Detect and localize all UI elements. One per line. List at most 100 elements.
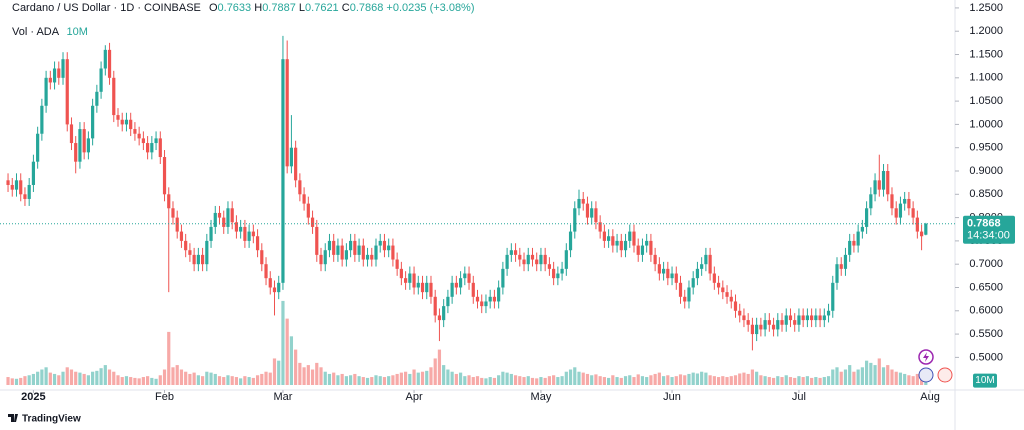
- candle-body: [471, 282, 475, 297]
- volume-bar: [298, 362, 302, 385]
- candle-body: [801, 315, 805, 321]
- volume-bar: [433, 358, 437, 385]
- candle-body: [535, 259, 539, 265]
- candle-body: [763, 320, 767, 330]
- candle-body: [133, 129, 137, 134]
- candle-body: [137, 133, 141, 139]
- candle-body: [573, 208, 577, 232]
- volume-bar: [340, 373, 344, 385]
- volume-bar: [915, 373, 919, 385]
- volume-bar: [623, 376, 628, 385]
- volume-bar: [860, 367, 864, 385]
- volume-bar: [640, 376, 645, 385]
- candle-body: [226, 208, 230, 227]
- candle-body: [903, 198, 907, 204]
- volume-bar: [894, 371, 898, 385]
- y-tick-label: 0.9000: [969, 165, 1003, 177]
- volume-bar: [585, 373, 590, 385]
- flag-icon[interactable]: [918, 367, 934, 383]
- candle-body: [518, 254, 522, 260]
- volume-bar: [217, 376, 222, 385]
- volume-bar: [492, 377, 497, 385]
- candle-body: [48, 77, 52, 83]
- volume-bar: [716, 377, 721, 385]
- candle-body: [154, 138, 158, 144]
- volume-bar: [437, 349, 442, 385]
- volume-bar: [446, 369, 450, 385]
- candle-body: [755, 324, 759, 335]
- candle-body: [23, 194, 27, 199]
- volume-bar: [315, 362, 319, 385]
- volume-bar: [788, 377, 793, 385]
- candle-body: [480, 301, 484, 307]
- candle-body: [306, 203, 310, 218]
- candle-body: [814, 315, 818, 321]
- volume-bar: [319, 367, 323, 385]
- volume-bar: [255, 375, 260, 385]
- candle-body: [594, 208, 598, 223]
- volume-bar: [911, 376, 915, 385]
- tv-logo: TradingView: [8, 414, 81, 425]
- volume-bar: [14, 378, 19, 385]
- change: +0.0235: [386, 2, 427, 14]
- candle-body: [353, 240, 357, 255]
- candle-body: [793, 320, 797, 325]
- flag-icon[interactable]: [937, 367, 953, 383]
- volume-bar: [19, 377, 23, 385]
- volume-bar: [865, 360, 869, 385]
- volume-bar: [488, 377, 492, 385]
- volume-bar: [395, 373, 399, 385]
- volume-bar: [454, 373, 458, 385]
- candle-body: [82, 129, 86, 153]
- volume-bar: [742, 372, 746, 385]
- candle-body: [590, 208, 594, 218]
- candle-body: [674, 273, 678, 283]
- volume-bar: [771, 377, 776, 385]
- volume-bar: [86, 375, 90, 385]
- volume-bar: [746, 373, 750, 385]
- volume-tag-label: 10M: [975, 375, 994, 386]
- volume-bar: [247, 377, 251, 385]
- candle-body: [585, 203, 590, 218]
- candle-body: [640, 245, 645, 255]
- candle-body: [268, 278, 272, 288]
- candle-body: [116, 115, 120, 120]
- volume-bar: [750, 369, 755, 385]
- candle-body: [129, 119, 133, 130]
- candle-body: [708, 254, 712, 274]
- ohlc-label: H: [254, 2, 263, 14]
- candle-body: [759, 324, 763, 330]
- candle-body: [179, 231, 184, 241]
- candle-body: [505, 254, 509, 269]
- candle-body: [264, 264, 268, 279]
- volume-bar: [91, 371, 95, 385]
- candle-body: [429, 282, 433, 297]
- candle-body: [260, 250, 264, 265]
- candle-body: [826, 310, 831, 316]
- volume-bar: [628, 375, 632, 385]
- y-tick-label: 1.1000: [969, 72, 1003, 84]
- volume-bar: [158, 375, 162, 385]
- volume-bar: [442, 365, 446, 385]
- candle-body: [370, 254, 374, 260]
- candle-body: [742, 315, 746, 321]
- volume-bar: [205, 371, 209, 385]
- candle-body: [162, 157, 167, 195]
- volume-bar: [382, 377, 387, 385]
- volume-bar: [162, 369, 167, 385]
- candle-body: [797, 315, 801, 325]
- volume-bar: [848, 365, 852, 385]
- volume-bar: [645, 377, 649, 385]
- candle-body: [712, 273, 716, 283]
- candle-body: [112, 77, 116, 116]
- branding: TradingView: [22, 414, 81, 425]
- volume-bar: [480, 377, 484, 385]
- candle-body: [619, 240, 623, 251]
- volume-bar: [112, 371, 116, 385]
- volume-bar: [230, 376, 234, 385]
- candle-body: [678, 282, 683, 297]
- volume-bar: [607, 377, 611, 385]
- volume-bar: [831, 369, 835, 385]
- volume-bar: [378, 376, 382, 385]
